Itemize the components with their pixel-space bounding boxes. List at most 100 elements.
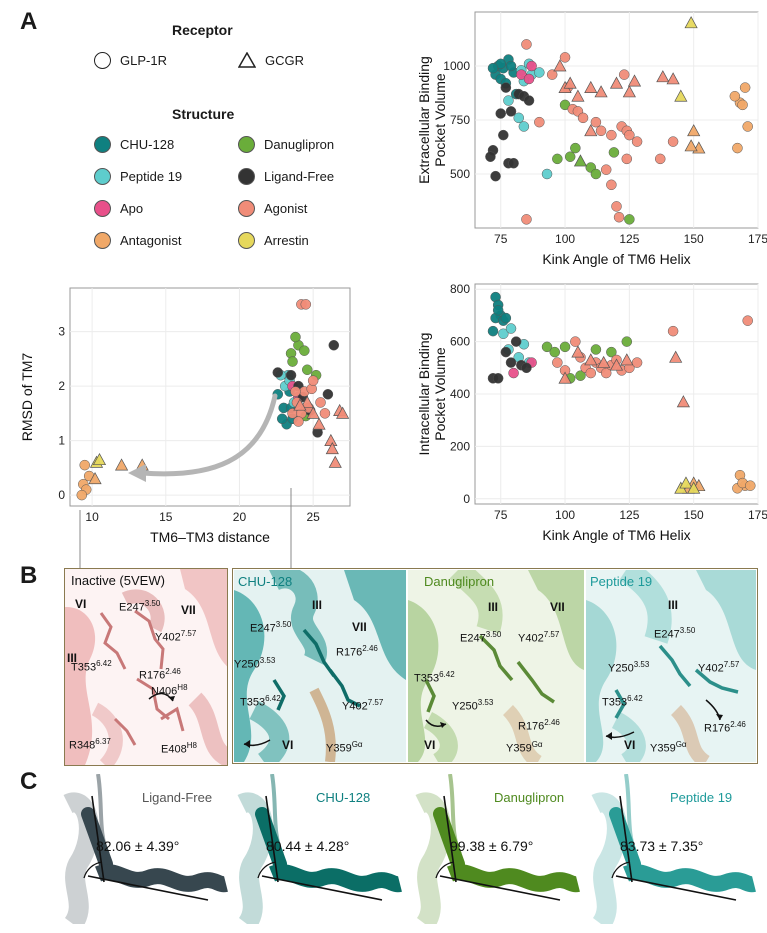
legend-structure-title: Structure (172, 106, 235, 122)
x-tick-label: 75 (494, 508, 508, 522)
data-point-circle (300, 299, 312, 310)
data-point-triangle (684, 16, 698, 29)
data-point-circle (508, 157, 519, 169)
color-swatch-icon (238, 168, 255, 185)
x-tick-label: 15 (159, 510, 173, 524)
y-tick-label: 1 (58, 434, 65, 448)
helix-axis-line (91, 795, 105, 883)
angle-arc (611, 861, 631, 879)
data-point-circle (498, 129, 509, 141)
y-tick-label: 600 (450, 335, 470, 349)
data-point-circle (500, 312, 512, 324)
data-point-triangle (656, 70, 670, 83)
data-point-circle (541, 168, 553, 180)
data-point-triangle (687, 124, 701, 137)
intracellular-volume-chart: 75 100 125 150 175 0 200 400 600 800 Kink Angle of… (416, 282, 767, 543)
data-point-circle (590, 344, 602, 355)
data-point-circle (513, 112, 524, 124)
data-point-triangle (328, 455, 342, 468)
data-point-circle (518, 121, 530, 132)
angle-arc (435, 861, 455, 879)
y-axis-label: Extracellular Binding Pocket Volume (416, 56, 448, 184)
y-axis-label: RMSD of TM7 (20, 353, 35, 442)
data-point-circle (575, 370, 586, 381)
kink-panel-title: Ligand-Free (142, 790, 213, 805)
data-point-triangle (306, 406, 320, 419)
residue-label: E408H8 (161, 741, 197, 756)
data-point-circle (606, 179, 617, 191)
panel-letter-c: C (20, 768, 38, 795)
data-point-circle (319, 408, 331, 419)
circle-marker-icon (94, 52, 111, 69)
kink-structure-image (415, 774, 580, 924)
helix-axis-line (619, 795, 633, 883)
data-point-triangle (584, 124, 598, 137)
y-tick-label: 800 (450, 282, 470, 296)
data-point-triangle (558, 371, 572, 384)
data-point-circle (546, 69, 558, 80)
residue-label: R1762.46 (139, 667, 181, 682)
data-point-circle (526, 60, 537, 72)
legend-item-arrestin: Arrestin (238, 232, 309, 249)
data-point-circle (276, 413, 288, 425)
y-tick-label: 2 (58, 379, 65, 393)
y-tick-label: 200 (450, 439, 470, 453)
data-point-circle (618, 69, 630, 80)
legend-label: Agonist (264, 201, 308, 216)
legend-item-agonist: Agonist (238, 200, 307, 217)
legend-label: Antagonist (120, 233, 182, 248)
residue-label: Y4027.57 (698, 660, 740, 675)
data-point-circle (606, 346, 617, 358)
peptide19-structure-panel: Peptide 19 III VI E2473.50 Y2503.53 Y402… (586, 570, 756, 762)
helix-label: VII (352, 620, 367, 634)
y-tick-label: 500 (450, 167, 470, 181)
data-point-circle (600, 367, 612, 379)
data-point-circle (621, 153, 633, 165)
data-point-circle (552, 153, 563, 165)
inactive-structure-image (65, 569, 227, 765)
data-point-circle (552, 357, 563, 368)
x-tick-label: 175 (748, 508, 767, 522)
data-point-circle (490, 170, 501, 182)
legend-item-chu-128: CHU-128 (94, 136, 174, 153)
data-point-triangle (597, 355, 611, 368)
data-point-circle (508, 367, 519, 379)
data-point-circle (521, 39, 532, 50)
data-point-circle (624, 129, 635, 141)
data-point-circle (559, 52, 571, 63)
arrow-head-icon (128, 464, 146, 482)
legend-item-antagonist: Antagonist (94, 232, 181, 249)
data-point-circle (487, 325, 499, 337)
kink-structure-image (63, 774, 228, 924)
y-axis-label-line: Intracellular Binding (416, 333, 432, 456)
data-point-circle (487, 62, 499, 74)
residue-label: E2473.50 (654, 626, 696, 641)
data-point-triangle (609, 76, 624, 89)
kink-angle-value: 99.38 ± 6.79° (450, 838, 534, 854)
color-swatch-icon (238, 136, 255, 153)
helix-axis-line (261, 875, 383, 901)
data-point-triangle (627, 74, 642, 87)
legend-receptor-title: Receptor (172, 22, 233, 38)
residue-label: R1762.46 (336, 644, 378, 659)
data-point-circle (611, 201, 622, 212)
helix-label: III (488, 600, 499, 614)
data-point-triangle (573, 154, 588, 167)
data-point-circle (621, 336, 633, 347)
residue-label: Y359Gα (650, 740, 687, 755)
data-point-circle (492, 304, 504, 316)
data-point-circle (485, 151, 496, 162)
extracellular-volume-chart: 75 100 125 150 175 500 750 1000 Kink Angle of TM… (416, 11, 767, 267)
y-tick-label: 0 (463, 492, 470, 506)
data-point-triangle (584, 80, 598, 93)
active-structures-frame (232, 568, 758, 764)
legend-label: CHU-128 (120, 137, 175, 152)
helix-axis-line (87, 875, 209, 901)
kink-panel-title: Danuglipron (494, 790, 565, 805)
legend-item-apo: Apo (94, 200, 143, 217)
residue-label: Y4027.57 (155, 629, 197, 644)
residue-label: Y2503.53 (452, 698, 494, 713)
color-swatch-icon (238, 232, 255, 249)
x-tick-label: 20 (233, 510, 247, 524)
data-point-circle (590, 116, 602, 128)
